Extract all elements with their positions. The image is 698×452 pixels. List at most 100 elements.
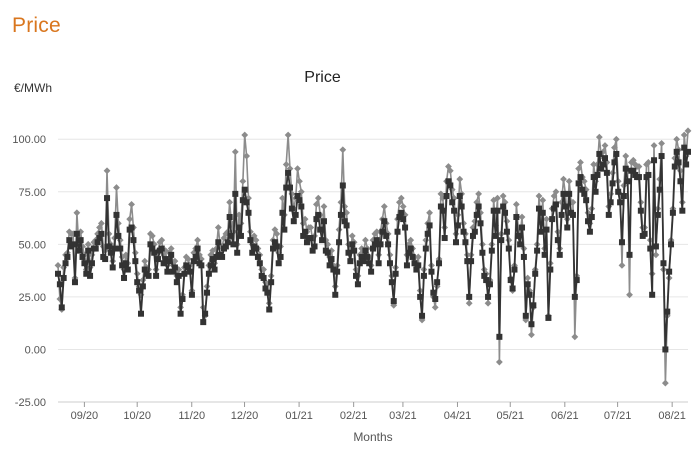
data-point — [113, 184, 120, 191]
data-point — [571, 293, 578, 300]
data-point — [81, 260, 88, 267]
data-point — [443, 192, 450, 199]
data-point — [309, 247, 316, 254]
data-point — [107, 249, 114, 256]
y-tick-label: 25.00 — [18, 292, 46, 304]
data-point — [247, 237, 254, 244]
x-tick-label: 02/21 — [340, 410, 368, 422]
data-point — [388, 279, 395, 286]
data-point — [545, 314, 552, 321]
y-tick-label: 100.00 — [12, 134, 46, 146]
data-point — [249, 249, 256, 256]
data-point — [492, 232, 499, 239]
data-point — [658, 153, 665, 160]
data-point — [347, 258, 354, 265]
data-point — [245, 194, 252, 202]
data-point — [449, 199, 456, 206]
data-point — [397, 194, 405, 202]
data-point — [396, 214, 403, 221]
data-point — [626, 251, 633, 258]
data-point — [450, 194, 458, 202]
data-point — [488, 247, 495, 254]
data-point — [279, 209, 286, 216]
data-point — [600, 161, 607, 168]
data-point — [213, 253, 220, 260]
data-point — [683, 161, 690, 168]
data-point — [586, 228, 593, 235]
data-point — [503, 228, 510, 235]
data-point — [520, 253, 527, 260]
data-point — [236, 224, 243, 231]
data-point — [622, 152, 630, 160]
data-point — [590, 161, 598, 168]
data-point — [496, 333, 503, 340]
data-point — [422, 245, 429, 252]
data-point — [292, 211, 299, 218]
data-point — [264, 289, 271, 296]
data-point — [595, 133, 603, 141]
data-point — [166, 258, 173, 265]
data-point — [358, 253, 365, 260]
data-point — [679, 207, 686, 214]
data-point — [483, 277, 490, 284]
data-point — [556, 251, 563, 258]
data-point — [485, 293, 492, 300]
data-point — [181, 270, 188, 277]
data-point — [136, 287, 143, 294]
x-tick-label: 01/21 — [285, 410, 313, 422]
data-point — [494, 207, 501, 214]
data-point — [505, 245, 512, 252]
data-point — [109, 264, 116, 271]
data-point — [434, 279, 441, 286]
data-point — [473, 211, 480, 218]
data-point — [56, 281, 63, 288]
data-point — [465, 299, 473, 307]
data-point — [253, 245, 260, 252]
data-point — [79, 253, 86, 260]
data-point — [73, 209, 81, 217]
data-point — [145, 272, 152, 279]
data-point — [394, 228, 401, 235]
data-point — [464, 258, 471, 265]
data-point — [392, 270, 399, 277]
data-point — [339, 182, 346, 189]
data-point — [282, 161, 290, 168]
data-point — [684, 127, 692, 135]
data-point — [362, 236, 369, 244]
data-point — [234, 249, 241, 256]
data-point — [200, 319, 207, 326]
data-point — [685, 148, 691, 155]
data-point — [407, 245, 414, 252]
data-point — [552, 201, 559, 208]
data-point — [654, 211, 661, 218]
data-point — [415, 262, 422, 269]
x-axis-label: Months — [353, 430, 392, 444]
data-point — [362, 247, 369, 254]
data-point — [530, 302, 537, 309]
data-point — [300, 232, 307, 239]
data-point — [526, 291, 533, 298]
data-point — [190, 249, 198, 257]
data-point — [294, 165, 301, 173]
data-point — [105, 243, 112, 250]
data-point — [517, 241, 524, 248]
data-point — [313, 216, 320, 223]
data-point — [197, 255, 205, 263]
x-tick-label: 03/21 — [389, 410, 417, 422]
data-point — [281, 226, 288, 233]
data-point — [147, 230, 154, 238]
data-point — [69, 230, 77, 238]
data-point — [386, 260, 393, 267]
data-point — [226, 198, 234, 206]
data-point — [413, 266, 420, 273]
data-point — [148, 232, 156, 240]
data-point — [569, 198, 577, 206]
data-point — [630, 167, 637, 174]
data-point — [302, 228, 309, 235]
data-point — [535, 192, 543, 200]
data-point — [445, 163, 452, 170]
data-point — [117, 245, 124, 252]
data-point — [271, 239, 278, 246]
data-point — [431, 304, 439, 311]
data-point — [577, 158, 584, 166]
